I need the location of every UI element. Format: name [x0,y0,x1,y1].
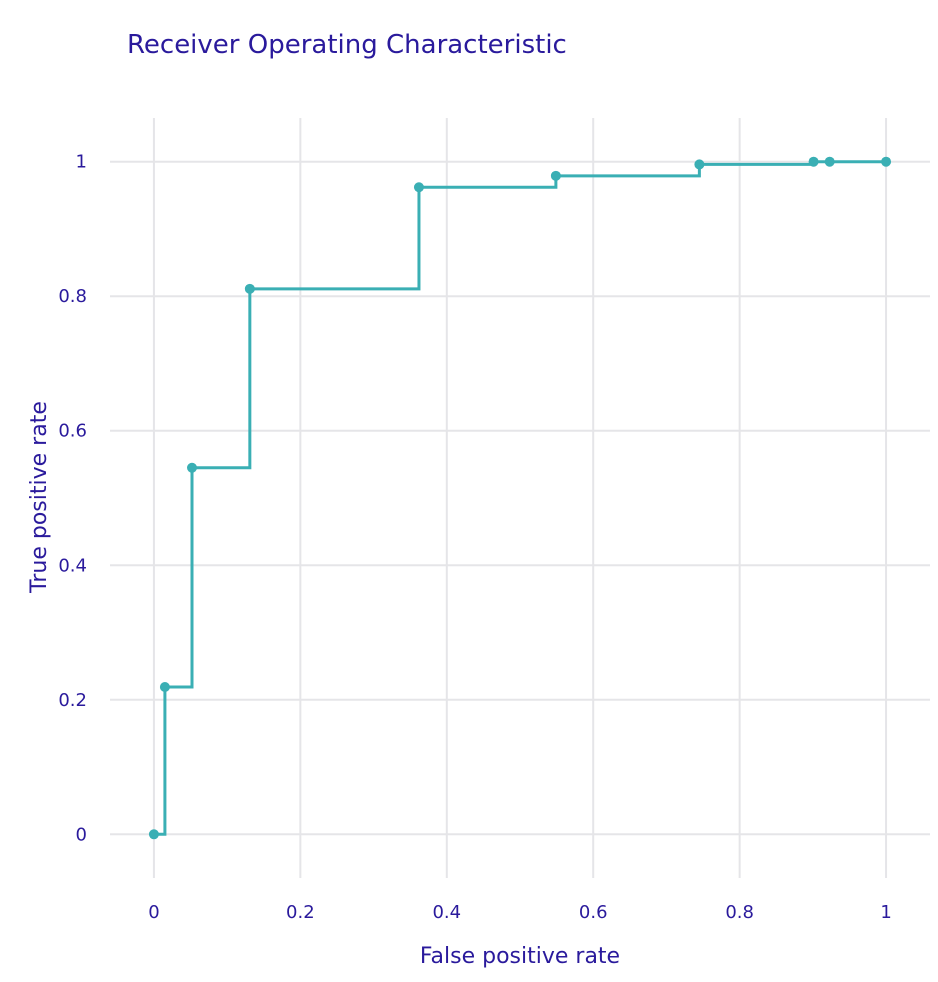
x-tick-label: 1 [880,902,891,923]
x-tick-label: 0.2 [286,902,315,923]
roc-curve-line [153,160,887,836]
x-tick-label: 0 [148,902,159,923]
y-tick-label: 0.4 [58,555,87,576]
roc-point[interactable] [550,170,561,181]
chart-title: Receiver Operating Characteristic [127,30,567,60]
x-tick-label: 0.8 [725,902,754,923]
roc-point[interactable] [808,156,819,167]
x-tick-label: 0.6 [579,902,608,923]
y-tick-label: 1 [76,152,87,173]
y-tick-label: 0 [76,824,87,845]
roc-point[interactable] [159,681,170,692]
roc-point[interactable] [148,829,159,840]
y-tick-label: 0.2 [58,690,87,711]
roc-point[interactable] [187,462,197,473]
series-layer [148,156,892,840]
y-tick-label: 0.6 [58,421,87,442]
roc-point[interactable] [413,182,424,193]
grid [110,118,930,878]
roc-point[interactable] [881,156,892,167]
roc-point[interactable] [694,159,705,170]
roc-point[interactable] [824,156,835,167]
y-axis-label: True positive rate [27,401,52,594]
y-tick-label: 0.8 [58,286,87,307]
x-axis-label: False positive rate [420,944,620,969]
tick-labels: 0 0.2 0.4 0.6 0.8 1 0 0.2 0.4 0.6 0.8 1 [58,152,891,923]
x-tick-label: 0.4 [432,902,461,923]
roc-point[interactable] [244,283,255,294]
